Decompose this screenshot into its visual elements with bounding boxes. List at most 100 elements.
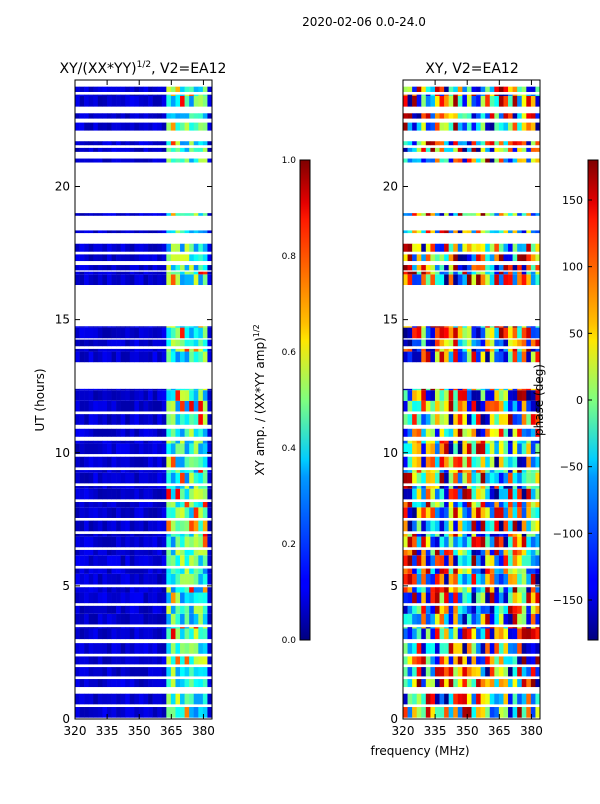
- heatmap-cell: [138, 470, 144, 473]
- heatmap-cell: [193, 265, 199, 271]
- heatmap-cell: [453, 587, 459, 593]
- heatmap-cell: [530, 472, 536, 484]
- heatmap-cell: [439, 265, 445, 271]
- heatmap-cell: [412, 470, 417, 473]
- heatmap-cell: [143, 254, 149, 262]
- heatmap-cell: [444, 502, 449, 508]
- colorbar2-tick-label: −50: [560, 461, 583, 474]
- heatmap-cell: [84, 265, 89, 271]
- heatmap-cell: [102, 587, 108, 593]
- heatmap-cell: [93, 122, 99, 131]
- heatmap-cell: [111, 536, 117, 548]
- heatmap-cell: [134, 679, 140, 688]
- heatmap-cell: [416, 456, 422, 468]
- heatmap-cell: [97, 274, 103, 286]
- heatmap-cell: [88, 549, 94, 556]
- heatmap-cell: [476, 388, 481, 391]
- heatmap-cell: [79, 326, 85, 328]
- heatmap-cell: [193, 520, 199, 532]
- heatmap-cell: [498, 568, 504, 574]
- heatmap-cell: [97, 326, 103, 328]
- heatmap-cell: [407, 158, 413, 163]
- heatmap-cell: [180, 243, 185, 252]
- panel1-heatmap: [75, 86, 213, 718]
- heatmap-cell: [120, 667, 126, 677]
- heatmap-cell: [106, 643, 112, 654]
- heatmap-cell: [412, 271, 417, 275]
- heatmap-cell: [138, 536, 144, 548]
- heatmap-cell: [193, 507, 199, 518]
- heatmap-cell: [485, 95, 491, 107]
- heatmap-cell: [489, 339, 495, 347]
- heatmap-cell: [161, 472, 167, 484]
- heatmap-cell: [125, 472, 131, 484]
- heatmap-cell: [143, 230, 149, 234]
- heatmap-cell: [485, 502, 491, 508]
- heatmap-cell: [134, 502, 140, 508]
- heatmap-cell: [457, 667, 463, 677]
- heatmap-cell: [517, 707, 523, 718]
- heatmap-cell: [152, 573, 158, 585]
- heatmap-cell: [444, 488, 449, 500]
- heatmap-cell: [189, 428, 195, 437]
- heatmap-cell: [161, 388, 167, 391]
- heatmap-cell: [111, 141, 117, 146]
- heatmap-cell: [434, 520, 440, 532]
- heatmap-cell: [88, 254, 94, 262]
- heatmap-cell: [148, 147, 153, 152]
- heatmap-cell: [138, 613, 144, 625]
- heatmap-cell: [180, 351, 185, 363]
- heatmap-cell: [97, 628, 103, 640]
- heatmap-cell: [462, 122, 468, 131]
- heatmap-cell: [129, 502, 135, 508]
- heatmap-cell: [457, 230, 463, 234]
- heatmap-cell: [93, 348, 99, 352]
- heatmap-cell: [526, 327, 532, 339]
- heatmap-cell: [439, 628, 445, 640]
- heatmap-cell: [535, 440, 541, 444]
- heatmap-cell: [430, 502, 436, 508]
- heatmap-cell: [521, 86, 527, 92]
- heatmap-cell: [471, 536, 477, 548]
- heatmap-cell: [106, 230, 112, 234]
- heatmap-cell: [412, 213, 417, 216]
- heatmap-cell: [498, 147, 504, 152]
- heatmap-cell: [116, 326, 121, 328]
- heatmap-cell: [512, 592, 518, 604]
- heatmap-cell: [148, 605, 153, 614]
- heatmap-cell: [175, 390, 181, 401]
- heatmap-cell: [143, 592, 149, 604]
- heatmap-cell: [184, 390, 190, 401]
- heatmap-cell: [161, 628, 167, 640]
- heatmap-cell: [184, 456, 190, 468]
- heatmap-cell: [88, 605, 94, 614]
- heatmap-cell: [498, 573, 504, 585]
- heatmap-cell: [416, 507, 422, 518]
- heatmap-cell: [480, 265, 486, 271]
- heatmap-cell: [175, 592, 181, 604]
- heatmap-cell: [521, 679, 527, 688]
- heatmap-cell: [403, 707, 408, 718]
- heatmap-cell: [207, 326, 213, 328]
- heatmap-cell: [430, 141, 436, 146]
- heatmap-cell: [439, 326, 445, 328]
- heatmap-cell: [111, 656, 117, 665]
- heatmap-cell: [425, 95, 431, 107]
- heatmap-cell: [148, 351, 153, 363]
- heatmap-cell: [143, 428, 149, 437]
- heatmap-cell: [462, 274, 468, 286]
- heatmap-cell: [97, 122, 103, 131]
- heatmap-cell: [448, 520, 454, 532]
- heatmap-cell: [207, 230, 213, 234]
- heatmap-cell: [444, 443, 449, 455]
- heatmap-cell: [485, 440, 491, 444]
- heatmap-cell: [79, 656, 85, 665]
- heatmap-cell: [494, 400, 500, 412]
- heatmap-cell: [166, 122, 172, 131]
- heatmap-cell: [106, 486, 112, 489]
- heatmap-cell: [535, 507, 541, 518]
- heatmap-cell: [453, 667, 459, 677]
- panel1-frame: [74, 79, 213, 720]
- heatmap-cell: [412, 592, 417, 604]
- heatmap-cell: [503, 693, 509, 705]
